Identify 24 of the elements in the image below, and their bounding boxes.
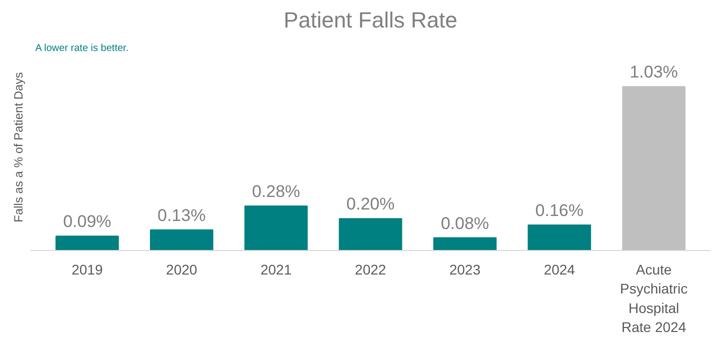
- bar: [433, 237, 497, 250]
- bar: [56, 236, 119, 250]
- bar: [150, 229, 214, 250]
- chart-title: Patient Falls Rate: [284, 8, 458, 32]
- x-tick-label: Acute Psychiatric Hospital Rate 2024: [620, 262, 688, 336]
- x-tick-label: 2020: [166, 262, 198, 278]
- y-axis-title: Falls as a % of Patient Days: [12, 72, 26, 222]
- bar: [528, 224, 592, 250]
- data-label: 0.28%: [252, 182, 300, 201]
- x-tick-label: 2023: [449, 262, 481, 278]
- bar: [622, 86, 686, 250]
- data-label: 0.08%: [440, 214, 490, 233]
- data-label: 0.09%: [63, 212, 112, 232]
- bar: [244, 205, 308, 250]
- data-label: 0.16%: [535, 201, 584, 220]
- bar: [338, 218, 402, 250]
- text: A lower rate is better.: [35, 42, 129, 54]
- x-tick-label: 2024: [544, 262, 576, 278]
- data-label: 1.03%: [630, 62, 678, 82]
- x-tick-label: 2021: [260, 262, 292, 278]
- x-tick-label: 2019: [72, 262, 103, 278]
- x-tick-label: 2022: [354, 262, 386, 278]
- data-label: 0.13%: [158, 206, 206, 225]
- data-label: 0.20%: [346, 194, 395, 214]
